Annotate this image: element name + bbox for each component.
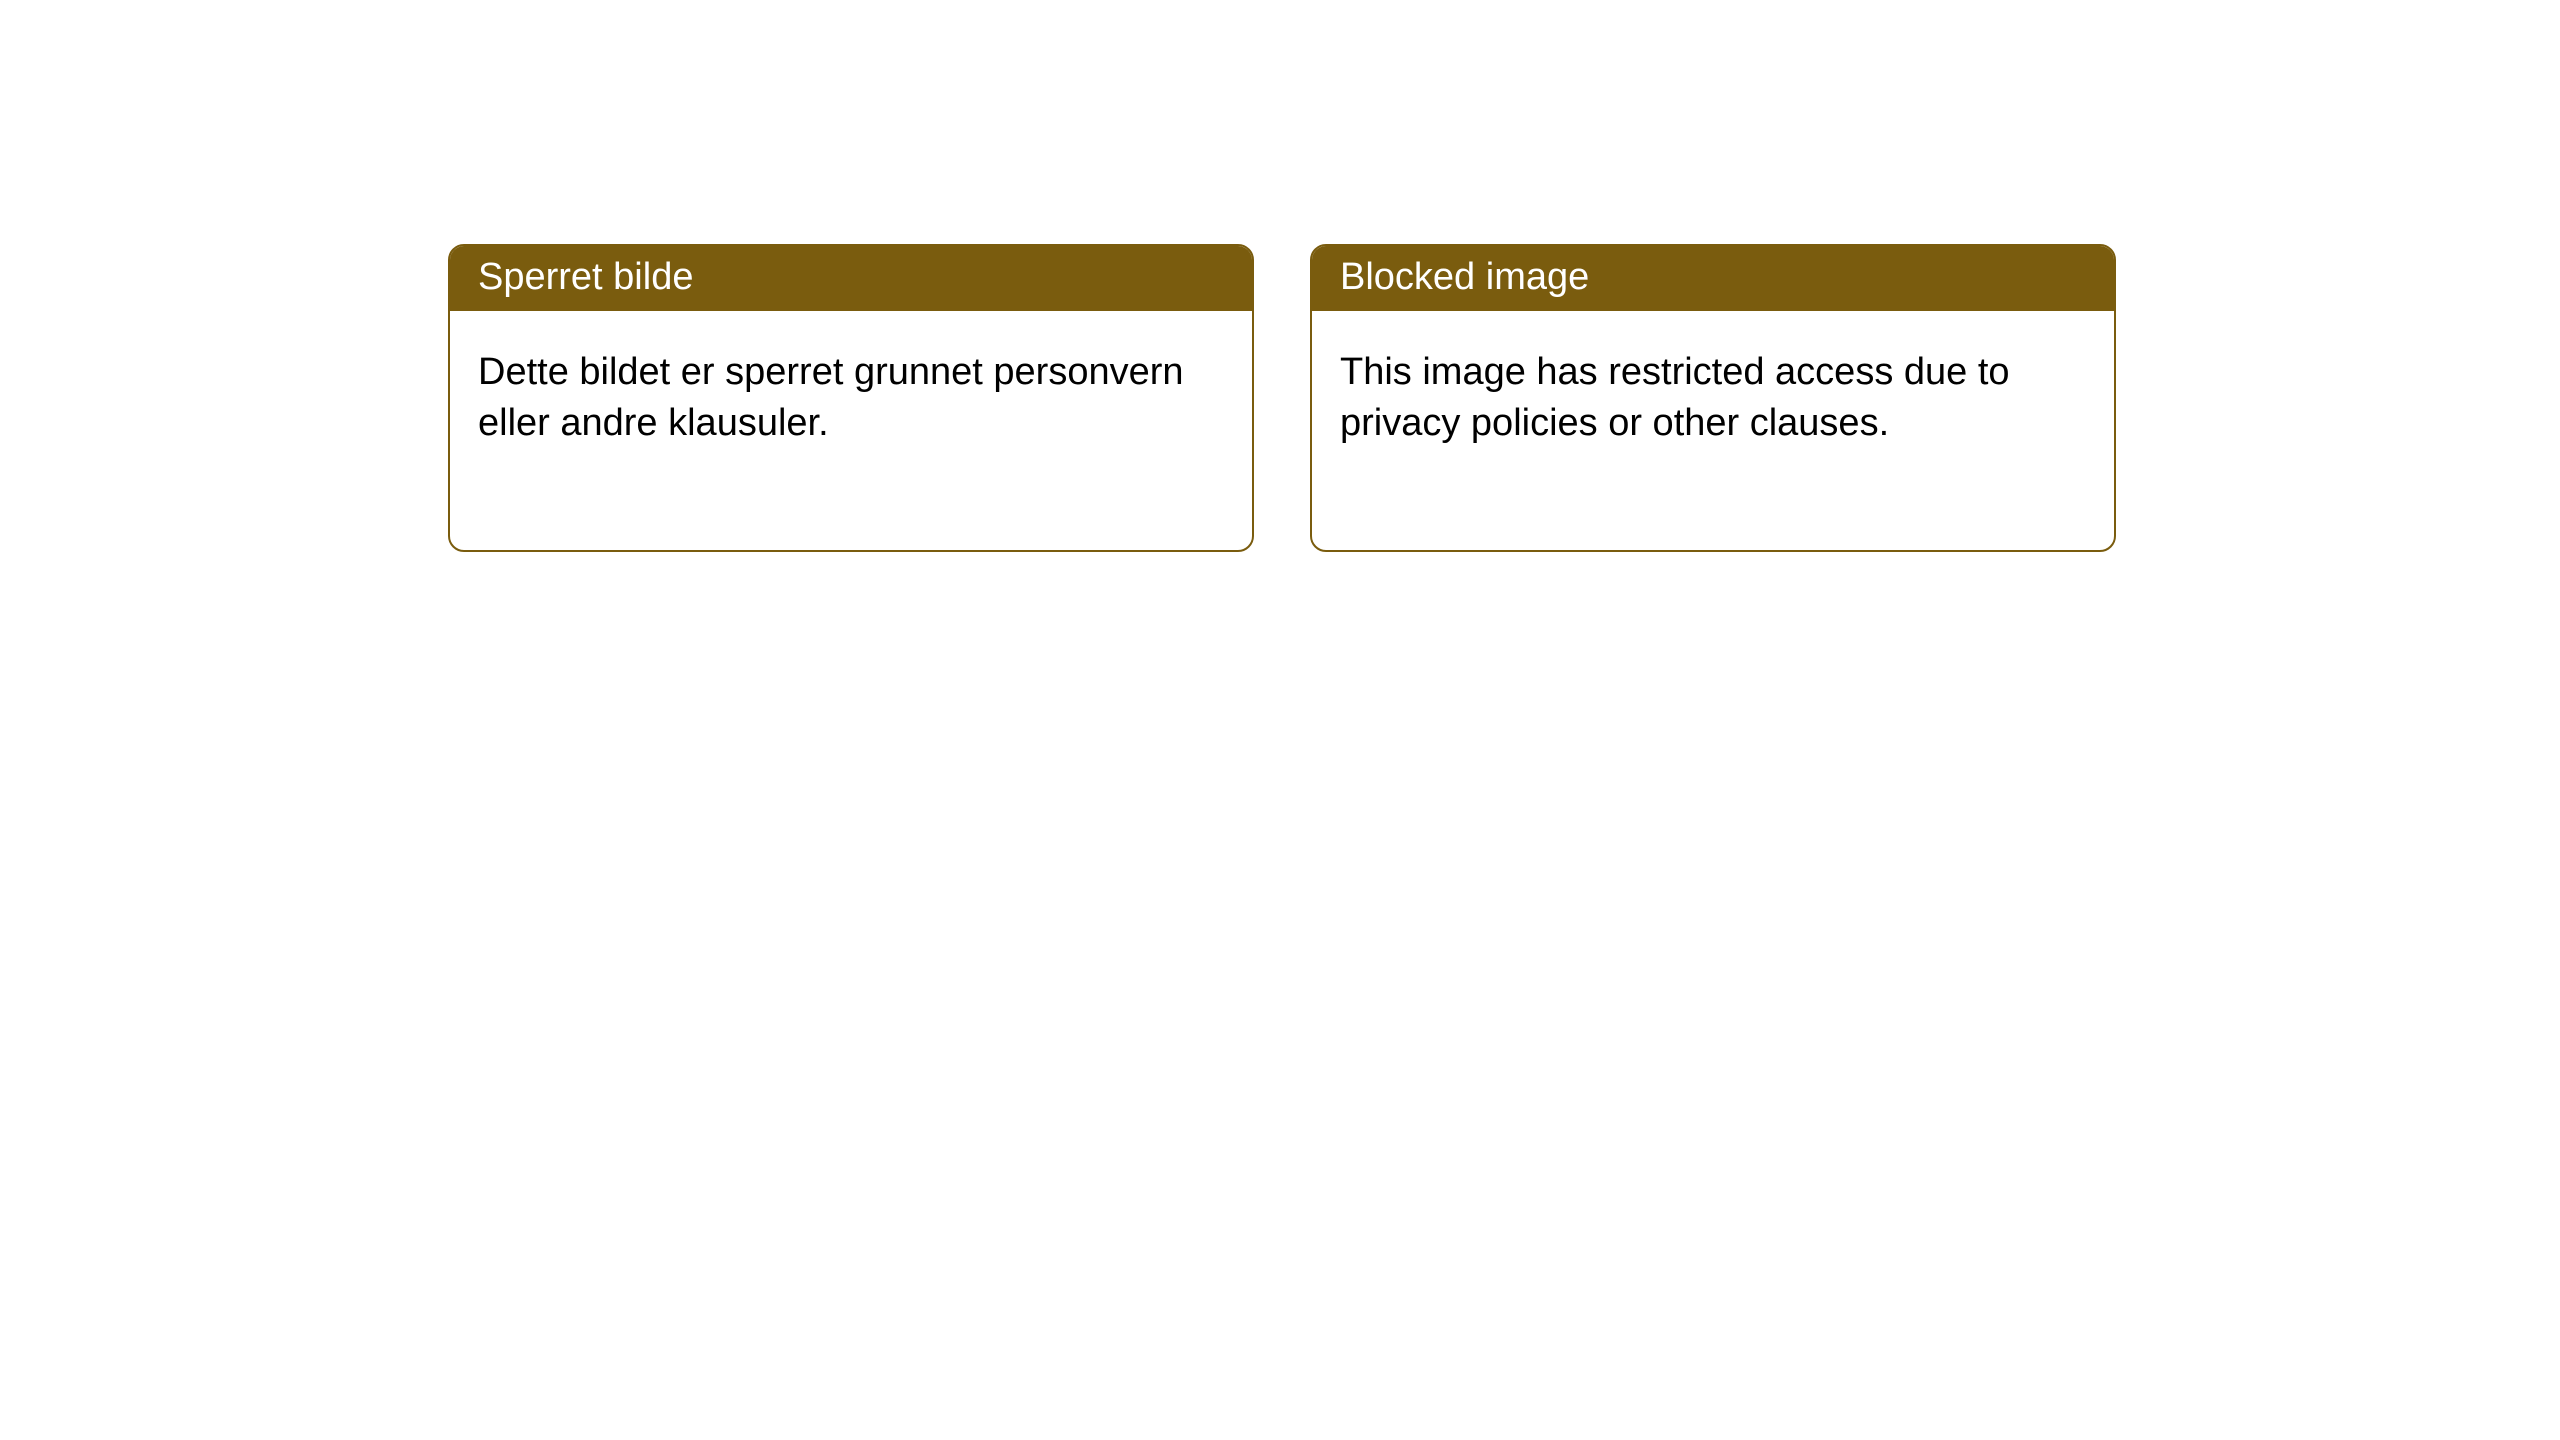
card-header-en: Blocked image [1312,246,2114,311]
card-body-en: This image has restricted access due to … [1312,311,2114,550]
card-body-no: Dette bildet er sperret grunnet personve… [450,311,1252,550]
card-header-no: Sperret bilde [450,246,1252,311]
card-message-no: Dette bildet er sperret grunnet personve… [478,351,1184,444]
notice-container: Sperret bilde Dette bildet er sperret gr… [0,0,2560,552]
card-title-no: Sperret bilde [478,256,693,298]
card-title-en: Blocked image [1340,256,1589,298]
blocked-image-card-en: Blocked image This image has restricted … [1310,244,2116,552]
blocked-image-card-no: Sperret bilde Dette bildet er sperret gr… [448,244,1254,552]
card-message-en: This image has restricted access due to … [1340,351,2010,444]
